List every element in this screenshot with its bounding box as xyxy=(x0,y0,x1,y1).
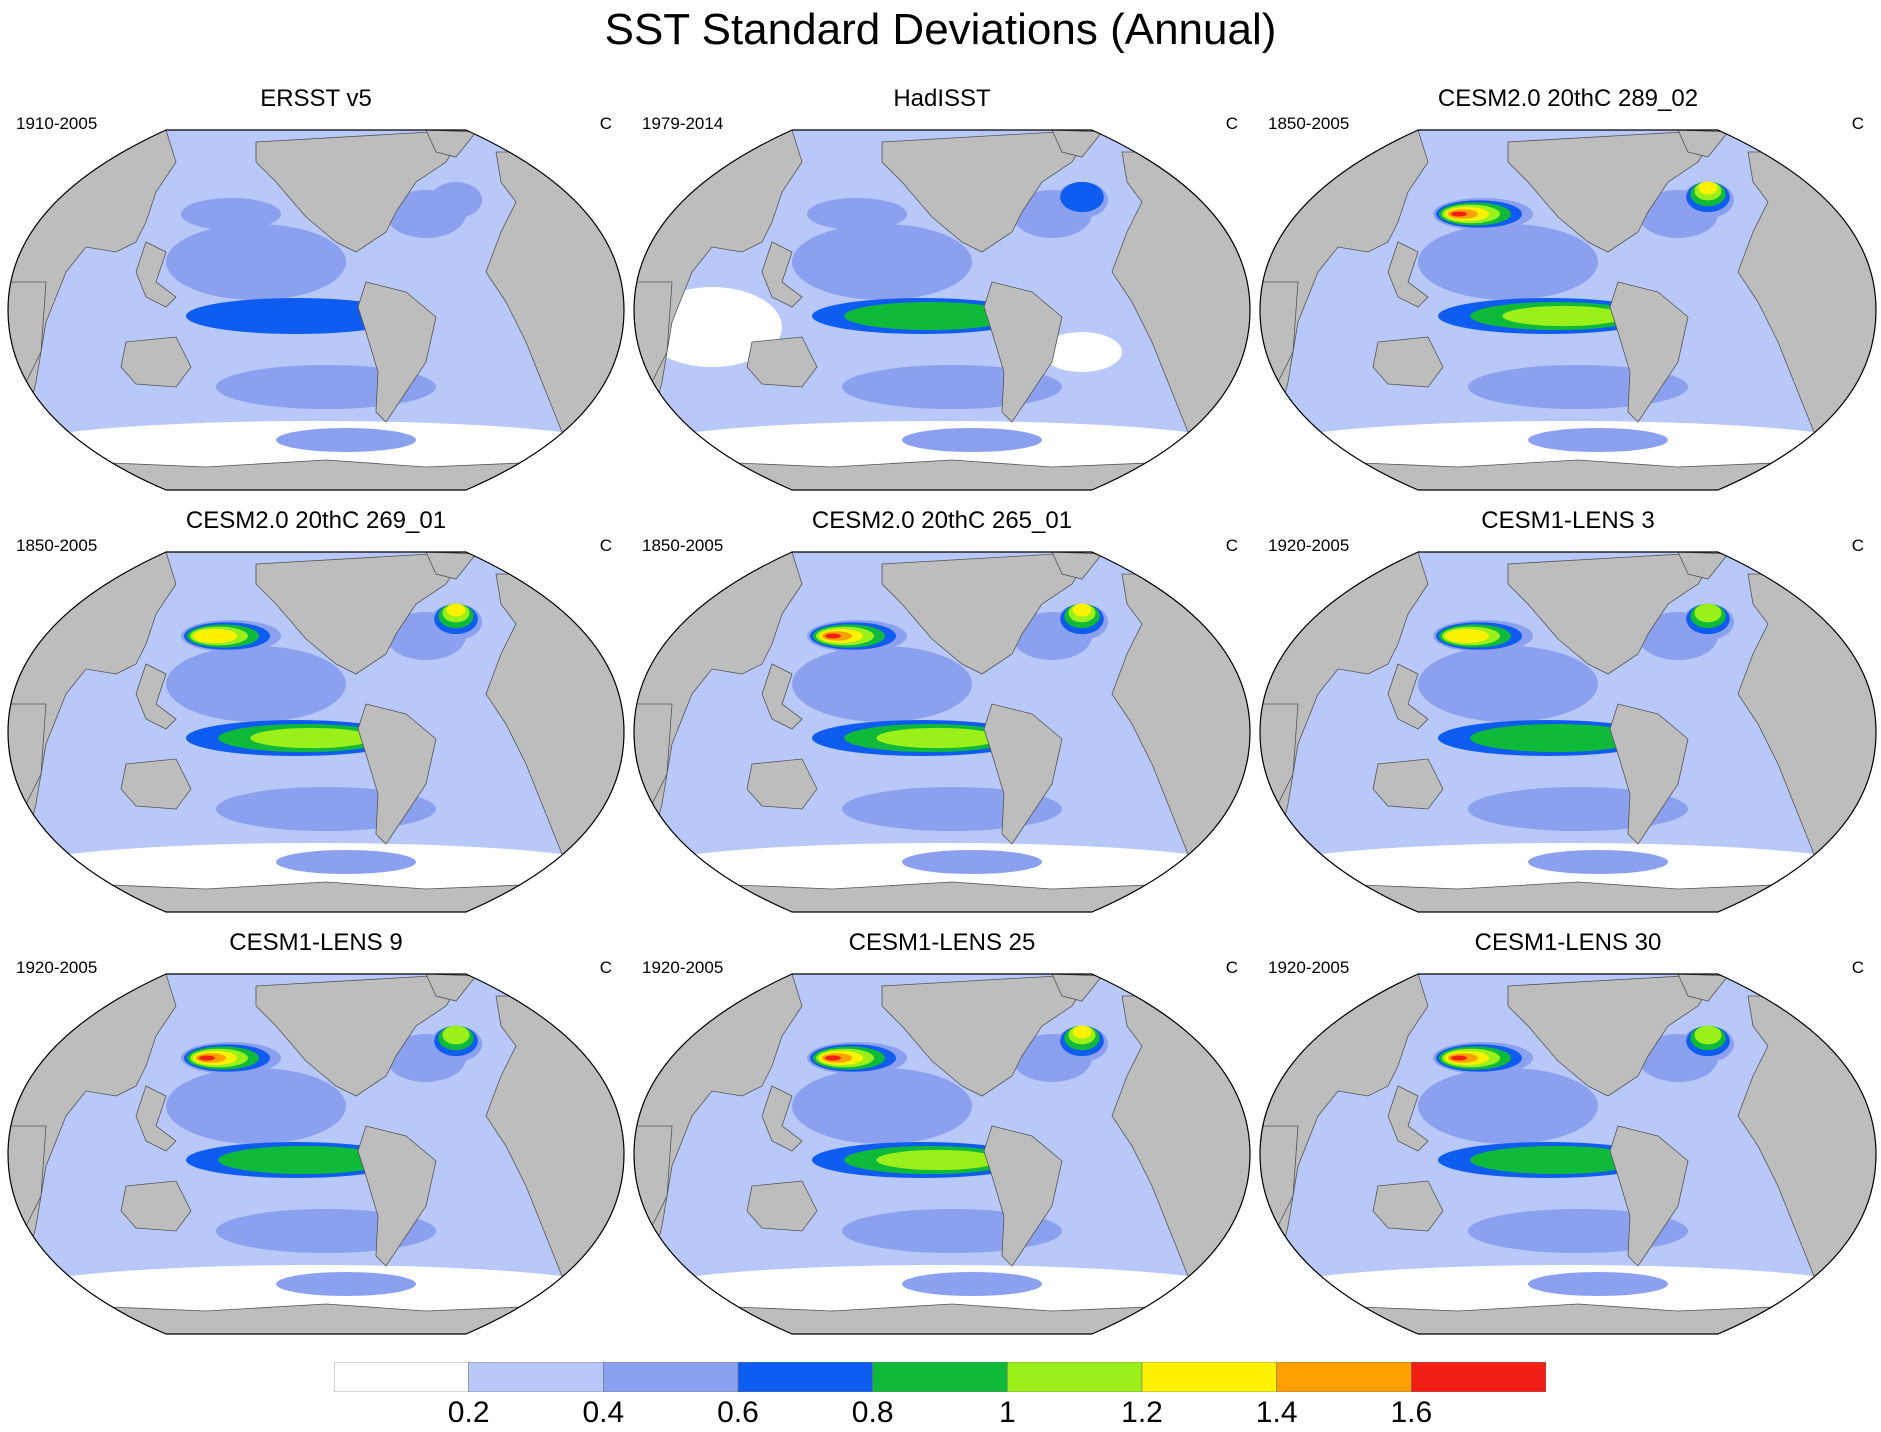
map-panel: HadISST 1979-2014 C xyxy=(632,84,1252,499)
panel-title: CESM2.0 20thC 265_01 xyxy=(811,507,1073,534)
panel-title: CESM1-LENS 30 xyxy=(1474,929,1662,956)
map-panel: CESM1-LENS 3 1920-2005 C xyxy=(1258,506,1878,921)
colorbar-segment xyxy=(334,1362,469,1392)
colorbar-segment xyxy=(1411,1362,1546,1392)
panel-units: C xyxy=(1225,958,1238,977)
panel-units: C xyxy=(1225,114,1238,133)
sst-map xyxy=(1259,129,1877,491)
panel-units: C xyxy=(1851,114,1864,133)
map-panel: CESM2.0 20thC 269_01 1850-2005 C xyxy=(6,506,626,921)
colorbar xyxy=(334,1362,1546,1392)
panel-units: C xyxy=(1851,536,1864,555)
colorbar-label: 1 xyxy=(998,1396,1016,1429)
colorbar-segment xyxy=(872,1362,1008,1392)
map-panel: CESM2.0 20thC 265_01 1850-2005 C xyxy=(632,506,1252,921)
colorbar-label: 1.4 xyxy=(1255,1396,1298,1429)
panel-years: 1910-2005 xyxy=(16,114,98,133)
sst-map xyxy=(633,551,1251,913)
colorbar-segment xyxy=(603,1362,739,1392)
panel-title: HadISST xyxy=(893,85,991,112)
panel-years: 1850-2005 xyxy=(16,536,98,555)
panel-years: 1920-2005 xyxy=(642,958,724,977)
sst-map xyxy=(7,551,625,913)
panel-title: CESM2.0 20thC 269_01 xyxy=(185,507,447,534)
page-title: SST Standard Deviations (Annual) xyxy=(604,5,1277,54)
map-panel: CESM1-LENS 30 1920-2005 C xyxy=(1258,928,1878,1343)
colorbar-segment xyxy=(468,1362,604,1392)
panel-title: CESM2.0 20thC 289_02 xyxy=(1437,85,1699,112)
colorbar-segment xyxy=(737,1362,873,1392)
sst-map xyxy=(633,973,1251,1335)
panel-years: 1850-2005 xyxy=(1268,114,1350,133)
panel-years: 1920-2005 xyxy=(1268,536,1350,555)
panel-title: CESM1-LENS 9 xyxy=(229,929,403,956)
map-panel: CESM2.0 20thC 289_02 1850-2005 C xyxy=(1258,84,1878,499)
panel-title: ERSST v5 xyxy=(260,85,372,112)
panel-title: CESM1-LENS 3 xyxy=(1481,507,1655,534)
map-panel: ERSST v5 1910-2005 C xyxy=(6,84,626,499)
panel-units: C xyxy=(599,958,612,977)
colorbar-label: 0.2 xyxy=(447,1396,490,1429)
map-panel: CESM1-LENS 9 1920-2005 C xyxy=(6,928,626,1343)
sst-map xyxy=(633,129,1251,491)
panel-years: 1920-2005 xyxy=(16,958,98,977)
colorbar-label: 0.4 xyxy=(582,1396,625,1429)
panel-units: C xyxy=(1225,536,1238,555)
panel-years: 1979-2014 xyxy=(642,114,724,133)
colorbar-label: 1.6 xyxy=(1390,1396,1433,1429)
colorbar-segment xyxy=(1141,1362,1277,1392)
sst-map xyxy=(7,973,625,1335)
panel-title: CESM1-LENS 25 xyxy=(848,929,1036,956)
colorbar-label: 0.8 xyxy=(851,1396,894,1429)
sst-map xyxy=(1259,973,1877,1335)
panel-units: C xyxy=(599,536,612,555)
colorbar-segment xyxy=(1007,1362,1143,1392)
colorbar-label: 0.6 xyxy=(717,1396,759,1429)
panel-units: C xyxy=(1851,958,1864,977)
panel-years: 1920-2005 xyxy=(1268,958,1350,977)
panel-units: C xyxy=(599,114,612,133)
colorbar-segment xyxy=(1276,1362,1412,1392)
sst-map xyxy=(7,129,625,491)
colorbar-label: 1.2 xyxy=(1121,1396,1163,1429)
panel-years: 1850-2005 xyxy=(642,536,724,555)
sst-map xyxy=(1259,551,1877,913)
map-panel: CESM1-LENS 25 1920-2005 C xyxy=(632,928,1252,1343)
